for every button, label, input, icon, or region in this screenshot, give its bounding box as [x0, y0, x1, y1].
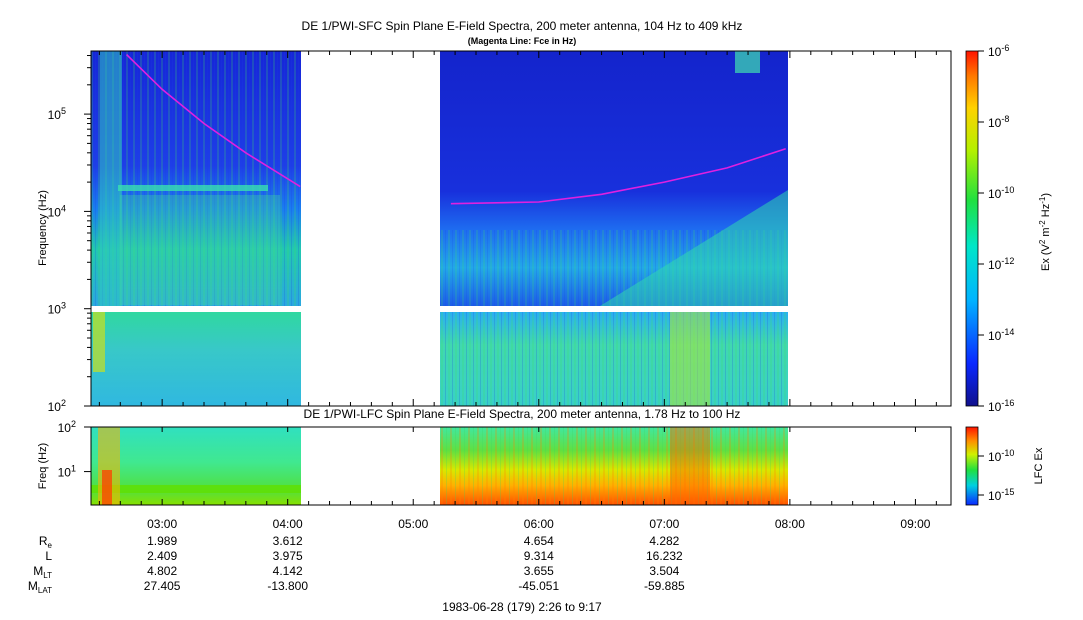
time-tick-label: 07:00: [649, 517, 679, 531]
sfc-colorbar-tick-label: 10-10: [988, 185, 1014, 201]
ephemeris-row-label: L: [45, 549, 52, 563]
sfc-subtitle: (Magenta Line: Fce in Hz): [468, 36, 577, 46]
sfc-y-tick-label: 105: [48, 106, 66, 122]
time-caption: 1983-06-28 (179) 2:26 to 9:17: [442, 600, 602, 614]
sfc-colorbar: [965, 50, 979, 407]
ephemeris-value: 2.409: [147, 549, 177, 563]
ephemeris-value: -13.800: [267, 579, 308, 593]
sfc-left-lower-band: [91, 312, 301, 406]
sfc-spectrogram: [90, 50, 952, 407]
time-tick-label: 08:00: [775, 517, 805, 531]
ephemeris-value: 3.655: [524, 564, 554, 578]
ephemeris-value: 27.405: [144, 579, 181, 593]
lfc-colorbar-ticks: 10-10 10-15: [978, 448, 1014, 503]
sfc-colorbar-tick-label: 10-14: [988, 327, 1014, 343]
fce-line-second-pass: [450, 148, 786, 205]
lfc-colorbar-tick-label: 10-15: [988, 487, 1014, 503]
fce-line: [126, 54, 301, 188]
sfc-y-tick-label: 104: [48, 203, 66, 219]
lfc-left-band: [91, 427, 301, 505]
time-tick-label: 09:00: [900, 517, 930, 531]
ephemeris-value: 3.975: [273, 549, 303, 563]
sfc-y-tick-label: 103: [48, 301, 66, 317]
ephemeris-value: 3.612: [273, 534, 303, 548]
lfc-y-axis: 101 102: [58, 419, 91, 480]
lfc-title: DE 1/PWI-LFC Spin Plane E-Field Spectra,…: [304, 407, 741, 421]
time-tick-label: 03:00: [147, 517, 177, 531]
lfc-colorbar-tick-label: 10-10: [988, 448, 1014, 464]
ephemeris-value: 4.802: [147, 564, 177, 578]
ephemeris-value: -59.885: [644, 579, 685, 593]
time-tick-label: 04:00: [273, 517, 303, 531]
sfc-colorbar-tick-label: 10-12: [988, 256, 1014, 272]
lfc-colorbar: [965, 426, 979, 506]
ephemeris-row-label: Re: [39, 534, 53, 550]
sfc-colorbar-label: Ex (V2 m-2 Hz-1): [1038, 193, 1052, 271]
sfc-colorbar-tick-label: 10-16: [988, 398, 1014, 414]
ephemeris-value: 16.232: [646, 549, 683, 563]
sfc-y-tick-label: 102: [48, 398, 66, 414]
sfc-ylabel: Frequency (Hz): [37, 190, 49, 266]
ephemeris-value: 4.654: [524, 534, 554, 548]
ephemeris-row-label: MLT: [33, 564, 52, 580]
sfc-title: DE 1/PWI-SFC Spin Plane E-Field Spectra,…: [302, 19, 743, 33]
lfc-spectrogram: [90, 426, 952, 506]
ephemeris-value: 1.989: [147, 534, 177, 548]
ephemeris-value: 4.142: [273, 564, 303, 578]
sfc-colorbar-ticks: 10-6 10-8 10-10 10-12 10-14 10-16: [978, 43, 1014, 414]
time-tick-label: 05:00: [398, 517, 428, 531]
ephemeris-table: Re 1.989 3.612 4.654 4.282 L 2.409 3.975 9.314 16…: [28, 534, 685, 595]
ephemeris-value: 4.282: [649, 534, 679, 548]
lfc-y-tick-label: 101: [58, 464, 76, 480]
time-axis: 03:00 04:00 05:00 06:00 07:00 08:00 09:00: [98, 51, 937, 531]
lfc-colorbar-label: LFC Ex: [1033, 447, 1045, 484]
sfc-colorbar-tick-label: 10-8: [988, 114, 1009, 130]
ephemeris-row-label: MLAT: [28, 579, 52, 595]
ephemeris-value: 9.314: [524, 549, 554, 563]
ephemeris-value: -45.051: [518, 579, 559, 593]
lfc-y-tick-label: 102: [58, 419, 76, 435]
time-tick-label: 06:00: [524, 517, 554, 531]
ephemeris-value: 3.504: [649, 564, 679, 578]
sfc-y-axis: 102 103 104 105: [48, 55, 91, 414]
lfc-ylabel: Freq (Hz): [37, 443, 49, 489]
sfc-colorbar-tick-label: 10-6: [988, 43, 1009, 59]
